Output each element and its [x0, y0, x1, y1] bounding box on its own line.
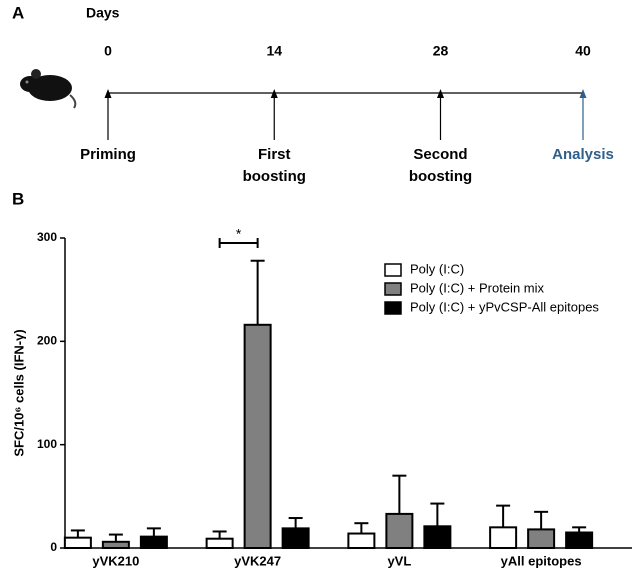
x-tick-label: yAll epitopes — [501, 553, 582, 568]
day-arrow — [579, 89, 587, 98]
bar — [281, 527, 310, 549]
y-axis-label: SFC/10⁶ cells (IFN-γ) — [11, 329, 26, 456]
event-label: Priming — [80, 146, 136, 163]
mouse-icon — [20, 69, 77, 109]
legend-swatch — [384, 282, 402, 296]
legend-swatch — [384, 301, 402, 315]
bar — [101, 540, 130, 549]
x-tick-label: yVL — [387, 553, 411, 568]
event-label: Analysis — [552, 146, 614, 163]
bar — [423, 525, 452, 549]
day-label: 28 — [433, 43, 449, 59]
bar — [347, 532, 376, 549]
day-label: 0 — [104, 43, 112, 59]
significance-mark: * — [236, 226, 242, 242]
legend-label: Poly (I:C) + Protein mix — [410, 280, 545, 295]
bar — [63, 536, 92, 550]
x-tick-label: yVK247 — [234, 553, 281, 568]
legend-swatch — [384, 263, 402, 277]
y-tick-label: 100 — [37, 437, 57, 451]
bar — [385, 512, 414, 550]
x-tick-label: yVK210 — [92, 553, 139, 568]
day-arrow — [270, 89, 278, 98]
day-label: 14 — [266, 43, 282, 59]
timeline-unit: Days — [86, 5, 120, 21]
y-tick-label: 200 — [37, 334, 57, 348]
legend-label: Poly (I:C) + yPvCSP-All epitopes — [410, 299, 599, 314]
bar — [527, 528, 556, 550]
event-label: boosting — [409, 168, 472, 185]
bar — [139, 535, 168, 550]
event-label: Second — [413, 146, 467, 163]
event-label: First — [258, 146, 291, 163]
event-label: boosting — [243, 168, 306, 185]
day-arrow — [437, 89, 444, 98]
y-tick-label: 300 — [37, 230, 57, 244]
day-label: 40 — [575, 43, 591, 59]
day-arrow — [104, 89, 112, 98]
significance-bracket — [218, 238, 259, 248]
y-tick-label: 0 — [50, 540, 57, 554]
panel-label: B — [12, 189, 24, 208]
bar — [243, 323, 272, 549]
bar — [565, 531, 594, 549]
legend-label: Poly (I:C) — [410, 261, 464, 276]
bar — [205, 537, 234, 550]
panel-label: A — [12, 3, 24, 22]
bar — [489, 526, 518, 549]
